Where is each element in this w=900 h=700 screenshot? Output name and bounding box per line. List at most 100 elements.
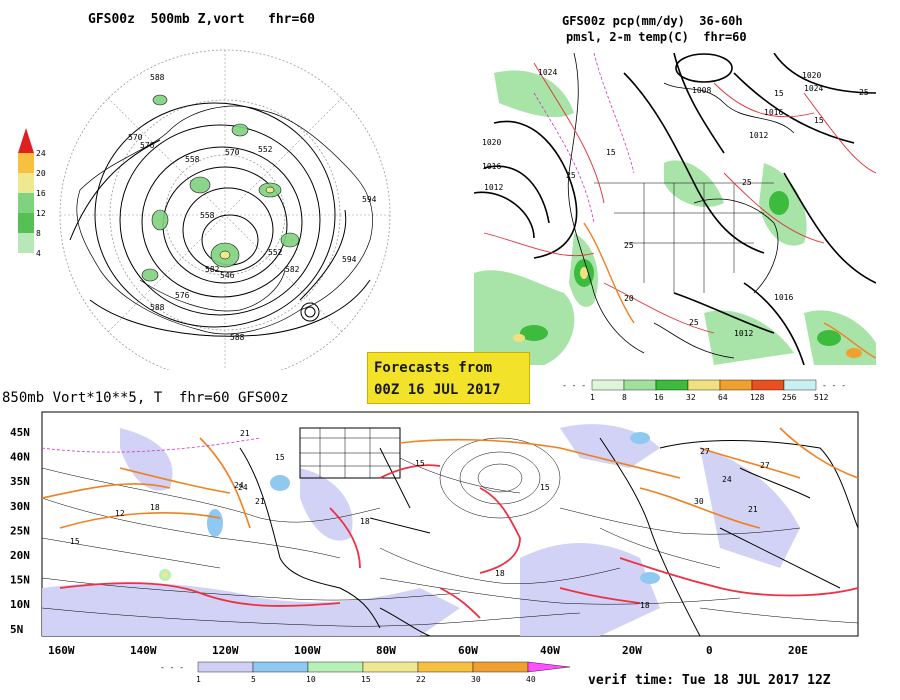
vort-scale-label: 4 [36, 249, 41, 258]
panel-title-pcp-line2: pmsl, 2-m temp(C) fhr=60 [566, 30, 747, 44]
isobar-label: 1012 [484, 183, 503, 192]
latitude-label: 25N [10, 524, 30, 537]
temperature-label: 24 [234, 481, 244, 490]
latitude-label: 15N [10, 574, 30, 587]
isobar-label: 1008 [692, 86, 711, 95]
longitude-label: 140W [130, 644, 157, 657]
temperature-label: 21 [255, 497, 265, 506]
temperature-label: 30 [694, 497, 704, 506]
pcp-scale-label: 256 [782, 393, 797, 402]
longitude-label: 40W [540, 644, 560, 657]
forecast-badge-line2: 00Z 16 JUL 2017 [374, 382, 501, 398]
latitude-label: 5N [10, 623, 23, 636]
isobar-label: 1016 [774, 293, 793, 302]
temperature-label: 27 [760, 461, 770, 470]
pcp-scale-label: 8 [622, 393, 627, 402]
latitude-label: 35N [10, 475, 30, 488]
vort-850-scale-label: 30 [471, 675, 481, 684]
vort-scale-label: 12 [36, 209, 46, 218]
height-contour-label: 576 [175, 291, 190, 300]
temperature-label: 15 [415, 459, 425, 468]
height-contour-label: 594 [362, 195, 377, 204]
pcp-scale-label: 16 [654, 393, 664, 402]
temperature-label: 15 [70, 537, 80, 546]
temperature-label: 27 [700, 447, 710, 456]
height-contour-label: 582 [205, 265, 220, 274]
latitude-label: 20N [10, 549, 30, 562]
longitude-label: 0 [706, 644, 713, 657]
forecast-badge-line1: Forecasts from [374, 360, 493, 376]
height-contour-label: 570 [225, 148, 240, 157]
temperature-label: 25 [566, 171, 576, 180]
isobar-label: 1012 [749, 131, 768, 140]
isobar-label: 1020 [482, 138, 501, 147]
temperature-label: 25 [859, 88, 869, 97]
vort-850-scale-label: 15 [361, 675, 371, 684]
temperature-label: 15 [275, 453, 285, 462]
svg-text:- - -: - - - [562, 381, 586, 390]
na-map-pcp-pmsl: 1024 1020 1016 1012 1008 1012 1016 1020 1024 1016… [474, 53, 876, 365]
vort-scale-label: 8 [36, 229, 41, 238]
temperature-label: 25 [689, 318, 699, 327]
vort-scale-label: 24 [36, 149, 46, 158]
isobar-label: 1016 [764, 108, 783, 117]
height-contour-label: 588 [150, 73, 165, 82]
height-contour-label: 552 [268, 248, 283, 257]
pcp-scale-label: 64 [718, 393, 728, 402]
temperature-label: 15 [814, 116, 824, 125]
vort-850-scale-label: 1 [196, 675, 201, 684]
panel-title-500mb: GFS00z 500mb Z,vort fhr=60 [88, 12, 315, 27]
height-contour-label: 552 [258, 145, 273, 154]
temperature-label: 24 [722, 475, 732, 484]
vort-850-scale-label: 5 [251, 675, 256, 684]
pcp-scale-label: 1 [590, 393, 595, 402]
temperature-label: 25 [742, 178, 752, 187]
height-contour-label: 570 [128, 133, 143, 142]
panel-title-pcp-line1: GFS00z pcp(mm/dy) 36-60h [562, 14, 743, 28]
temperature-label: 18 [495, 569, 505, 578]
forecast-init-badge: Forecasts from 00Z 16 JUL 2017 [367, 352, 530, 404]
height-contour-label: 558 [200, 211, 215, 220]
longitude-label: 60W [458, 644, 478, 657]
height-contour-label: 546 [220, 271, 235, 280]
longitude-label: 20W [622, 644, 642, 657]
vort-850-scale-label: 10 [306, 675, 316, 684]
pcp-scale-label: 128 [750, 393, 765, 402]
vort-scale-label: 20 [36, 169, 46, 178]
verification-time: verif time: Tue 18 JUL 2017 12Z [588, 673, 831, 688]
temperature-label: 18 [150, 503, 160, 512]
isobar-label: 1020 [802, 71, 821, 80]
longitude-label: 160W [48, 644, 75, 657]
latitude-label: 30N [10, 500, 30, 513]
longitude-label: 20E [788, 644, 808, 657]
temperature-label: 15 [606, 148, 616, 157]
temperature-label: 21 [748, 505, 758, 514]
isobar-label: 1012 [734, 329, 753, 338]
isobar-label: 1016 [482, 162, 501, 171]
height-contour-label: 594 [342, 255, 357, 264]
vort-color-scale: 24 20 16 12 8 4 [18, 128, 46, 258]
height-contour-label: 588 [230, 333, 245, 342]
panel-title-850mb: 850mb Vort*10**5, T fhr=60 GFS00z [2, 390, 289, 406]
vort-850-scale-label: 40 [526, 675, 536, 684]
pcp-scale-label: 32 [686, 393, 696, 402]
temperature-label: 25 [624, 241, 634, 250]
temperature-label: 20 [624, 294, 634, 303]
height-contour-label: 582 [285, 265, 300, 274]
vort-scale-label: 16 [36, 189, 46, 198]
temperature-label: 15 [540, 483, 550, 492]
longitude-label: 120W [212, 644, 239, 657]
temperature-label: 18 [640, 601, 650, 610]
pcp-scale-label: 512 [814, 393, 829, 402]
height-contour-label: 576 [140, 141, 155, 150]
isobar-label: 1024 [538, 68, 557, 77]
longitude-label: 80W [376, 644, 396, 657]
temperature-label: 12 [115, 509, 125, 518]
height-contour-label: 558 [185, 155, 200, 164]
latitude-label: 45N [10, 426, 30, 439]
vort-850-color-scale: - - - 1 5 10 15 22 30 40 [160, 661, 571, 684]
temperature-label: 24 [238, 483, 248, 492]
latitude-label: 40N [10, 451, 30, 464]
temperature-label: 15 [774, 89, 784, 98]
